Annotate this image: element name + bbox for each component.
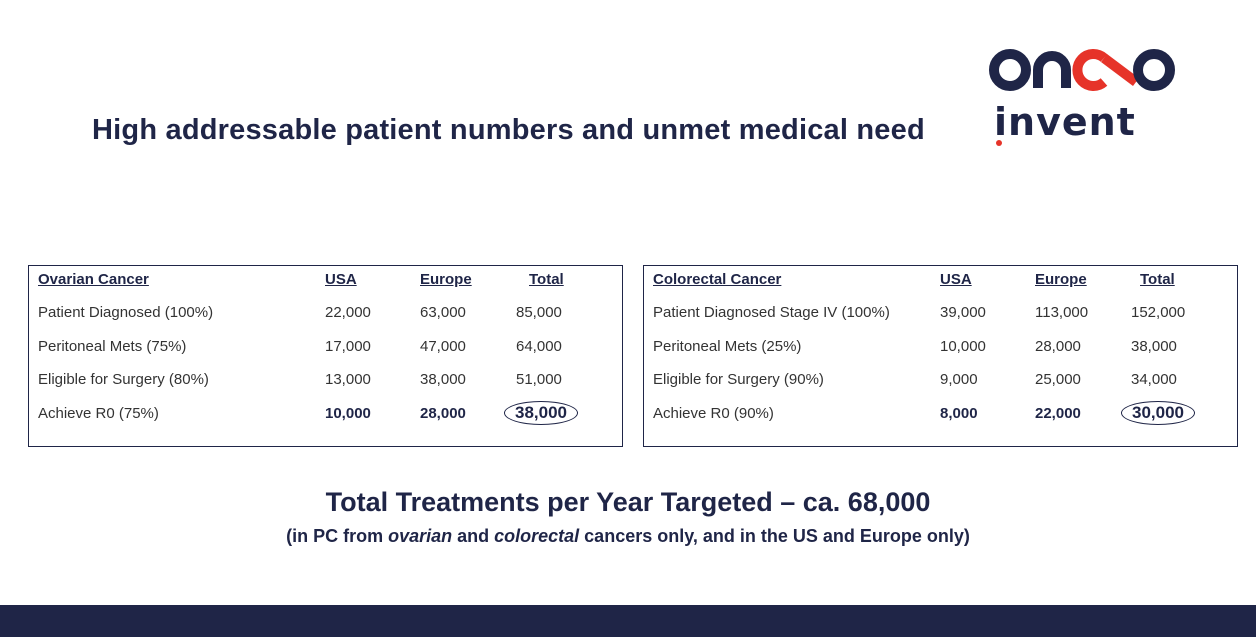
total-value-circled: 38,000 xyxy=(504,401,578,425)
column-header-usa: USA xyxy=(325,271,357,288)
europe-value: 63,000 xyxy=(420,304,466,321)
total-value: 85,000 xyxy=(516,304,562,321)
column-header-total: Total xyxy=(529,271,564,288)
summary-sub-part-1: (in PC from xyxy=(286,526,389,546)
column-header-cancer: Colorectal Cancer xyxy=(653,271,782,288)
europe-value: 28,000 xyxy=(420,405,466,422)
europe-value: 22,000 xyxy=(1035,405,1081,422)
usa-value: 22,000 xyxy=(325,304,371,321)
column-header-europe: Europe xyxy=(1035,271,1087,288)
table-row: Peritoneal Mets (75%) 17,000 47,000 64,0… xyxy=(29,338,622,362)
table-header-row: Ovarian Cancer USA Europe Total xyxy=(29,271,622,295)
row-label: Peritoneal Mets (25%) xyxy=(653,338,802,355)
row-label: Achieve R0 (75%) xyxy=(38,405,159,422)
total-value-circled: 30,000 xyxy=(1121,401,1195,425)
ovarian-cancer-table: Ovarian Cancer USA Europe Total Patient … xyxy=(28,265,623,447)
colorectal-cancer-table: Colorectal Cancer USA Europe Total Patie… xyxy=(643,265,1238,447)
usa-value: 9,000 xyxy=(940,371,978,388)
column-header-usa: USA xyxy=(940,271,972,288)
usa-value: 10,000 xyxy=(940,338,986,355)
row-label: Peritoneal Mets (75%) xyxy=(38,338,187,355)
europe-value: 38,000 xyxy=(420,371,466,388)
europe-value: 25,000 xyxy=(1035,371,1081,388)
table-header-row: Colorectal Cancer USA Europe Total xyxy=(644,271,1237,295)
usa-value: 39,000 xyxy=(940,304,986,321)
slide-title: High addressable patient numbers and unm… xyxy=(92,114,925,146)
table-row: Achieve R0 (75%) 10,000 28,000 38,000 xyxy=(29,401,622,429)
summary-sub-part-2: and xyxy=(452,526,495,546)
table-row: Achieve R0 (90%) 8,000 22,000 30,000 xyxy=(644,401,1237,429)
total-value: 152,000 xyxy=(1131,304,1186,321)
logo-red-dot xyxy=(996,140,1002,146)
oncoinvent-logo: invent xyxy=(986,42,1186,152)
table-row: Eligible for Surgery (90%) 9,000 25,000 … xyxy=(644,371,1237,395)
summary-sub-colorectal: colorectal xyxy=(494,526,580,546)
usa-value: 13,000 xyxy=(325,371,371,388)
total-value: 34,000 xyxy=(1131,371,1177,388)
summary-sub-part-3: cancers only, and in the US and Europe o… xyxy=(579,526,970,546)
row-label: Patient Diagnosed Stage IV (100%) xyxy=(653,304,890,321)
table-row: Eligible for Surgery (80%) 13,000 38,000… xyxy=(29,371,622,395)
logo-invent-text: invent xyxy=(994,100,1136,144)
table-row: Patient Diagnosed Stage IV (100%) 39,000… xyxy=(644,304,1237,328)
europe-value: 113,000 xyxy=(1035,304,1089,321)
total-value: 64,000 xyxy=(516,338,562,355)
table-row: Patient Diagnosed (100%) 22,000 63,000 8… xyxy=(29,304,622,328)
usa-value: 10,000 xyxy=(325,405,371,422)
column-header-total: Total xyxy=(1140,271,1175,288)
footer-bar xyxy=(0,605,1256,637)
summary-sub-ovarian: ovarian xyxy=(388,526,453,546)
row-label: Eligible for Surgery (80%) xyxy=(38,371,209,388)
summary-subtext: (in PC from ovarian and colorectal cance… xyxy=(0,526,1256,547)
usa-value: 8,000 xyxy=(940,405,978,422)
onco-logo-mark xyxy=(989,49,1175,91)
row-label: Achieve R0 (90%) xyxy=(653,405,774,422)
europe-value: 28,000 xyxy=(1035,338,1081,355)
total-value: 51,000 xyxy=(516,371,562,388)
usa-value: 17,000 xyxy=(325,338,371,355)
row-label: Patient Diagnosed (100%) xyxy=(38,304,214,321)
column-header-cancer: Ovarian Cancer xyxy=(38,271,149,288)
table-row: Peritoneal Mets (25%) 10,000 28,000 38,0… xyxy=(644,338,1237,362)
summary-headline: Total Treatments per Year Targeted – ca.… xyxy=(325,487,931,517)
column-header-europe: Europe xyxy=(420,271,472,288)
total-value: 38,000 xyxy=(1131,338,1177,355)
europe-value: 47,000 xyxy=(420,338,466,355)
row-label: Eligible for Surgery (90%) xyxy=(653,371,824,388)
